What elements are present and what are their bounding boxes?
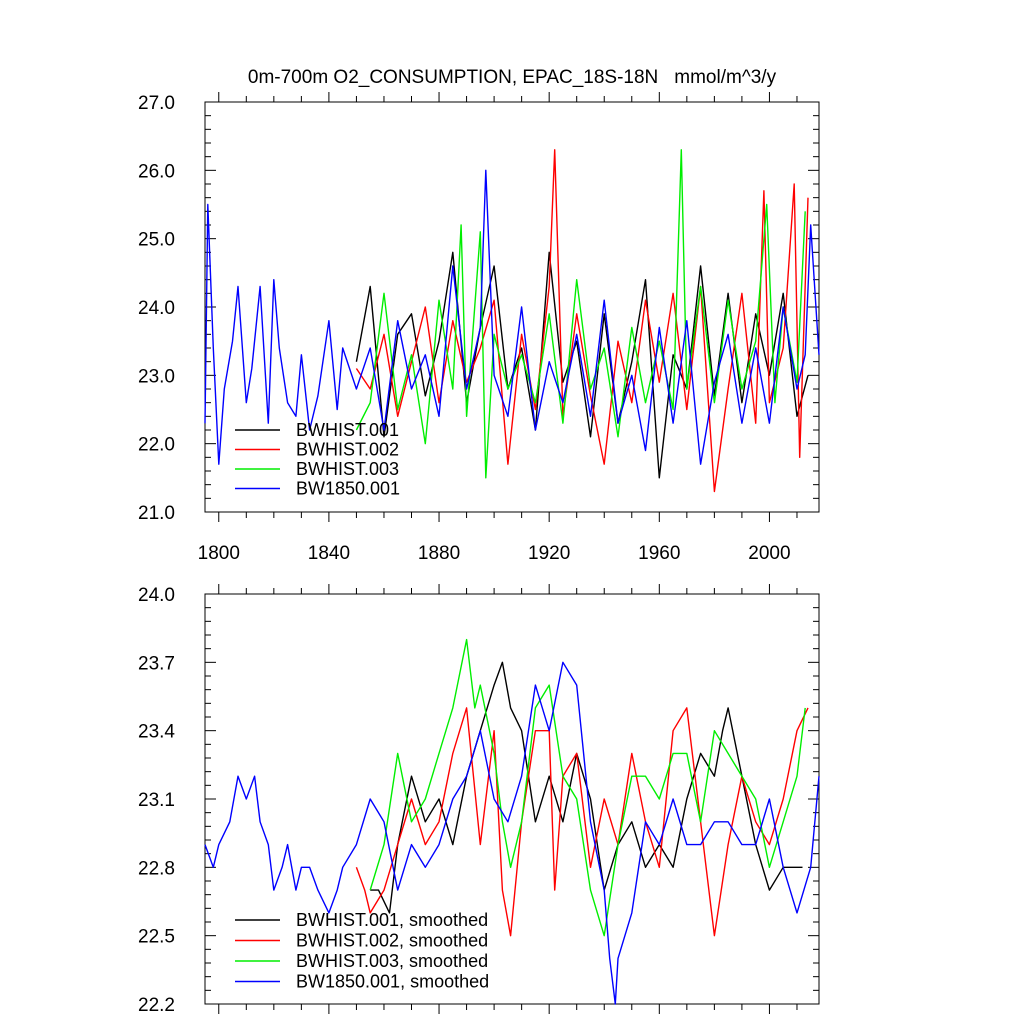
top-panel: 0m-700m O2_CONSUMPTION, EPAC_18S-18N mmol… xyxy=(138,67,820,564)
bottom-ytick-label: 23.7 xyxy=(138,653,175,674)
top-xtick-label: 1920 xyxy=(528,543,570,564)
top-legend-label: BWHIST.002 xyxy=(296,440,399,460)
bottom-series-group xyxy=(204,638,820,1005)
top-ytick-label: 23.0 xyxy=(138,366,175,387)
top-ytick-label: 24.0 xyxy=(138,298,175,319)
top-x-axis: 1800 1840 1880 1920 1960 2000 xyxy=(198,92,798,564)
bottom-series-line-3 xyxy=(369,638,806,937)
top-xtick-label: 1840 xyxy=(308,543,350,564)
bottom-panel: 22.2 22.5 22.8 23.1 23.4 23.7 24.0 BWHIST.001,… xyxy=(138,584,820,1016)
bottom-series-line-1 xyxy=(370,661,803,914)
top-series-line-4 xyxy=(204,169,820,465)
top-series-line-3 xyxy=(355,149,806,479)
bottom-series-line-4 xyxy=(204,661,820,1005)
top-ytick-label: 26.0 xyxy=(138,161,175,182)
bottom-ytick-label: 23.4 xyxy=(138,722,175,743)
top-ytick-label: 22.0 xyxy=(138,435,175,456)
bottom-ytick-label: 22.8 xyxy=(138,858,175,879)
top-legend-label: BW1850.001 xyxy=(296,479,400,499)
top-ytick-label: 25.0 xyxy=(138,230,175,251)
bottom-ytick-label: 22.5 xyxy=(138,927,175,948)
top-ytick-label: 27.0 xyxy=(138,93,175,114)
bottom-x-axis xyxy=(218,584,798,1014)
bottom-legend-label: BWHIST.003, smoothed xyxy=(296,951,488,971)
top-panel-title: 0m-700m O2_CONSUMPTION, EPAC_18S-18N mmol… xyxy=(248,67,777,88)
bottom-legend-label: BW1850.001, smoothed xyxy=(296,972,489,992)
top-legend-label: BWHIST.003 xyxy=(296,459,399,479)
top-xtick-label: 1960 xyxy=(638,543,680,564)
bottom-legend-label: BWHIST.002, smoothed xyxy=(296,931,488,951)
top-xtick-label: 1880 xyxy=(418,543,460,564)
bottom-legend-label: BWHIST.001, smoothed xyxy=(296,910,488,930)
top-legend-label: BWHIST.001 xyxy=(296,420,399,440)
bottom-ytick-label: 23.1 xyxy=(138,790,175,811)
top-xtick-label: 1800 xyxy=(198,543,240,564)
top-series-line-2 xyxy=(355,149,809,493)
top-ytick-label: 21.0 xyxy=(138,503,175,524)
bottom-y-axis: 22.2 22.5 22.8 23.1 23.4 23.7 24.0 xyxy=(138,585,819,1016)
bottom-ytick-label: 22.2 xyxy=(138,995,175,1016)
top-series-group xyxy=(204,149,820,493)
bottom-ytick-label: 24.0 xyxy=(138,585,175,606)
top-xtick-label: 2000 xyxy=(748,543,790,564)
